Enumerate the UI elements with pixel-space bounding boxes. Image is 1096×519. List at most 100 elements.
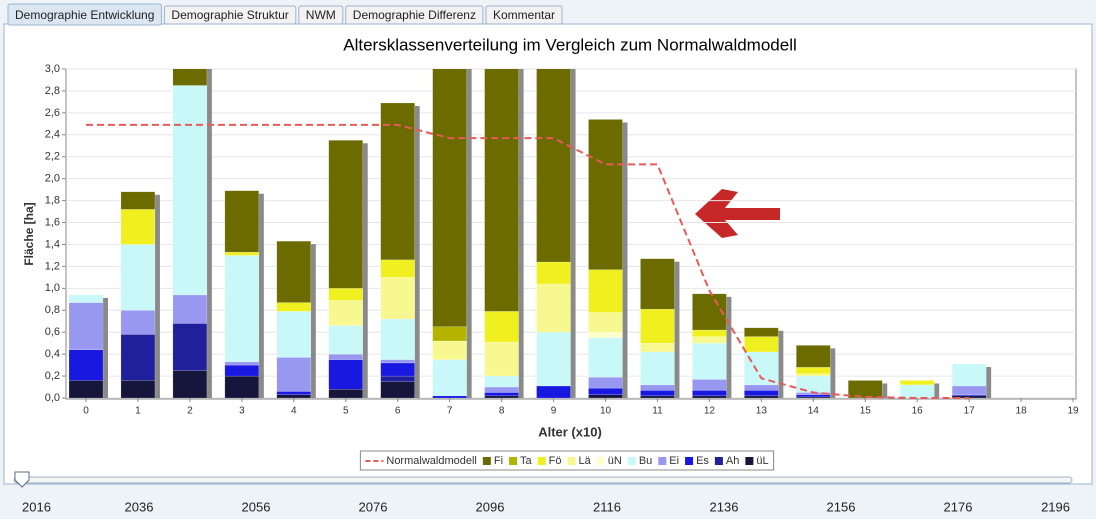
bar-segment bbox=[276, 311, 312, 358]
bar-segment bbox=[68, 380, 104, 399]
bar-segment bbox=[640, 384, 675, 391]
bar-segment bbox=[640, 351, 675, 386]
bar-segment bbox=[536, 261, 571, 285]
bar-segment bbox=[172, 85, 208, 296]
bar-segment bbox=[432, 395, 467, 399]
x-tick-label: 3 bbox=[239, 406, 245, 417]
bar-segment bbox=[224, 255, 260, 363]
y-tick-label: 2,2 bbox=[45, 151, 60, 163]
bar-segment bbox=[224, 251, 260, 256]
bar-segment bbox=[276, 240, 312, 303]
bar-shadow bbox=[986, 367, 992, 398]
bar-segment bbox=[328, 353, 363, 360]
bar-segment bbox=[692, 395, 727, 399]
slider-tick-label: 2016 bbox=[22, 499, 51, 514]
y-tick-label: 3,0 bbox=[45, 63, 60, 75]
legend-swatch bbox=[567, 457, 576, 465]
y-tick-label: 1,0 bbox=[45, 282, 60, 294]
bar-segment bbox=[432, 340, 467, 360]
bar-segment bbox=[380, 318, 415, 360]
bar-segment bbox=[328, 288, 363, 301]
bar-shadow bbox=[726, 296, 732, 398]
bar-shadow bbox=[934, 383, 940, 398]
bar-segment bbox=[380, 375, 415, 382]
tab-background bbox=[345, 5, 484, 25]
x-tick-label: 14 bbox=[808, 406, 820, 417]
bar-segment bbox=[380, 277, 415, 320]
bar-segment bbox=[276, 357, 312, 392]
tab-label: Demographie Entwicklung bbox=[15, 8, 154, 22]
bar-segment bbox=[951, 363, 987, 387]
tab[interactable]: Demographie Struktur bbox=[163, 5, 297, 25]
slider-track bbox=[13, 476, 1073, 484]
legend-label: Es bbox=[696, 455, 709, 467]
legend-label: Normalwaldmodell bbox=[386, 455, 476, 467]
y-tick-label: 2,8 bbox=[45, 85, 60, 97]
tab[interactable]: Demographie Entwicklung bbox=[7, 3, 162, 26]
bar-segment bbox=[172, 294, 208, 324]
x-tick-label: 13 bbox=[756, 406, 768, 417]
bar-segment bbox=[744, 395, 779, 399]
bar-segment bbox=[432, 69, 467, 327]
bar-segment bbox=[588, 119, 623, 270]
slider-tick-label: 2136 bbox=[710, 499, 739, 514]
bar-segment bbox=[224, 361, 260, 366]
bar-segment bbox=[640, 390, 675, 397]
slider-tick-label: 2156 bbox=[827, 499, 856, 514]
tab-label: NWM bbox=[306, 8, 336, 22]
legend-label: Fö bbox=[549, 455, 562, 467]
bar-segment bbox=[68, 349, 104, 381]
slider-thumb[interactable] bbox=[14, 471, 30, 488]
tab[interactable]: Demographie Differenz bbox=[345, 5, 484, 25]
bar-segment bbox=[536, 283, 571, 333]
y-tick-label: 1,6 bbox=[45, 216, 60, 228]
bar-segment bbox=[588, 312, 623, 333]
bar-shadow bbox=[882, 383, 888, 398]
slider-tick-label: 2116 bbox=[593, 499, 621, 514]
bar-segment bbox=[432, 326, 467, 342]
y-tick-label: 0,0 bbox=[45, 392, 60, 404]
bar-segment bbox=[380, 259, 415, 278]
legend-swatch bbox=[627, 457, 636, 465]
bar-segment bbox=[484, 386, 519, 393]
bar-segment bbox=[536, 385, 571, 399]
x-tick-label: 8 bbox=[499, 406, 505, 417]
legend-label: Fi bbox=[494, 455, 503, 467]
y-tick-label: 0,4 bbox=[45, 348, 60, 360]
y-tick-label: 0,2 bbox=[45, 370, 60, 382]
bar-segment bbox=[328, 300, 363, 326]
x-tick-label: 7 bbox=[447, 406, 453, 417]
slider-tick-label: 2096 bbox=[476, 499, 505, 514]
tab-background bbox=[7, 3, 162, 26]
bar-segment bbox=[588, 269, 623, 313]
bar-segment bbox=[120, 244, 156, 311]
bar-segment bbox=[744, 327, 779, 337]
bar-segment bbox=[796, 345, 831, 368]
legend-swatch bbox=[745, 457, 754, 465]
legend-label: Ta bbox=[520, 455, 533, 467]
bar-segment bbox=[744, 336, 779, 353]
bar-shadow bbox=[414, 105, 420, 398]
bar-segment bbox=[848, 380, 883, 399]
bar-segment bbox=[692, 293, 727, 331]
y-tick-label: 2,6 bbox=[45, 107, 60, 119]
legend-swatch bbox=[537, 457, 546, 465]
bar-segment bbox=[536, 69, 571, 263]
tab[interactable]: NWM bbox=[298, 5, 344, 25]
legend: Normalwaldmodell Fi Ta Fö Lä üN Bu Ei Es Ah üL bbox=[359, 450, 775, 471]
bars bbox=[68, 69, 992, 399]
tab-label: Demographie Struktur bbox=[171, 8, 288, 22]
tab-background bbox=[485, 5, 563, 25]
y-tick-label: 0,8 bbox=[45, 304, 60, 316]
bar-segment bbox=[588, 337, 623, 378]
tab[interactable]: Kommentar bbox=[485, 5, 563, 25]
bar-segment bbox=[692, 329, 727, 337]
x-axis-label: Alter (x10) bbox=[538, 424, 602, 439]
bar-shadow bbox=[206, 69, 212, 399]
tab-background bbox=[298, 5, 344, 25]
x-tick-label: 19 bbox=[1067, 406, 1079, 417]
bar-segment bbox=[692, 336, 727, 344]
x-tick-label: 0 bbox=[83, 406, 89, 417]
bar-segment bbox=[120, 334, 156, 381]
